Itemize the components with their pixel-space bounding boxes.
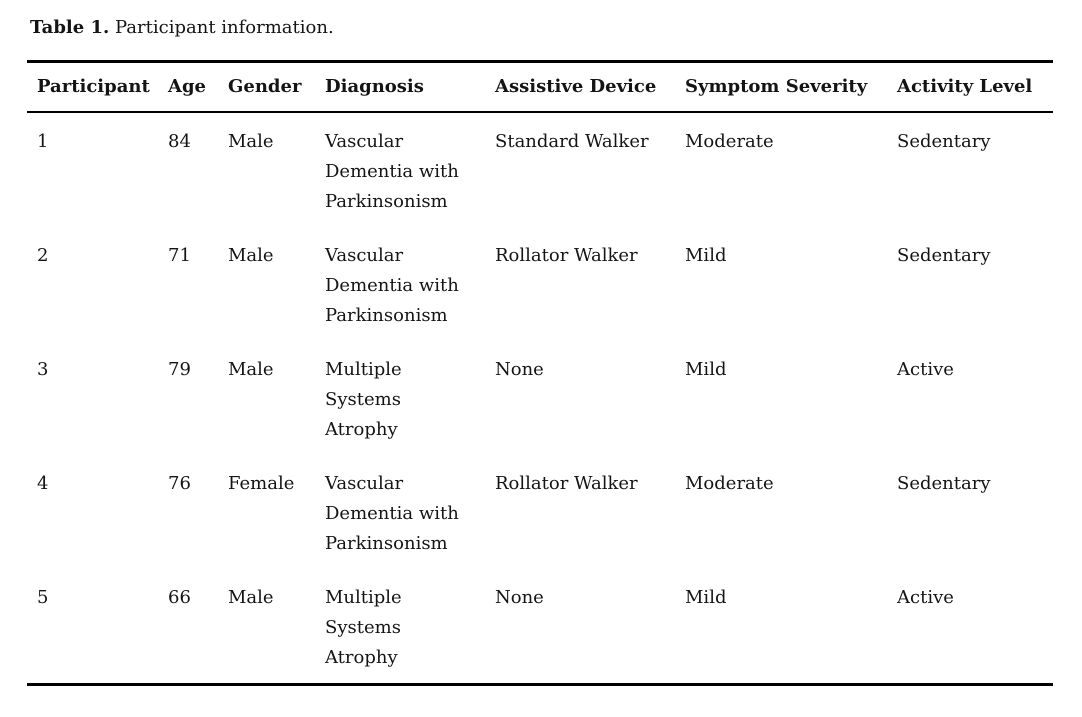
column-header-diagnosis: Diagnosis: [325, 61, 495, 113]
cell-symptom-severity: Moderate: [685, 131, 774, 152]
cell-age: 84: [168, 131, 191, 152]
cell-activity-level: Active: [897, 587, 954, 608]
cell-diagnosis: Vascular Dementia with Parkinsonism: [325, 473, 459, 554]
cell-diagnosis: Vascular Dementia with Parkinsonism: [325, 245, 459, 326]
cell-activity-level: Sedentary: [897, 131, 991, 152]
cell-participant: 5: [37, 587, 49, 608]
cell-gender: Male: [228, 245, 274, 266]
header-row: Participant Age Gender Diagnosis Assisti…: [27, 61, 1053, 113]
cell-symptom-severity: Mild: [685, 359, 727, 380]
column-header-age: Age: [168, 61, 228, 113]
cell-diagnosis: Multiple Systems Atrophy: [325, 587, 402, 668]
table-row: 1 84 Male Vascular Dementia with Parkins…: [27, 112, 1053, 227]
table-row: 4 76 Female Vascular Dementia with Parki…: [27, 455, 1053, 569]
cell-diagnosis: Vascular Dementia with Parkinsonism: [325, 131, 459, 212]
cell-diagnosis: Multiple Systems Atrophy: [325, 359, 402, 440]
participant-table: Participant Age Gender Diagnosis Assisti…: [27, 60, 1053, 686]
cell-activity-level: Sedentary: [897, 245, 991, 266]
cell-symptom-severity: Moderate: [685, 473, 774, 494]
cell-symptom-severity: Mild: [685, 245, 727, 266]
cell-activity-level: Sedentary: [897, 473, 991, 494]
table-row: 2 71 Male Vascular Dementia with Parkins…: [27, 227, 1053, 341]
column-header-assistive-device: Assistive Device: [495, 61, 685, 113]
column-header-symptom-severity: Symptom Severity: [685, 61, 897, 113]
cell-gender: Male: [228, 359, 274, 380]
cell-participant: 3: [37, 359, 49, 380]
cell-age: 76: [168, 473, 191, 494]
cell-participant: 4: [37, 473, 49, 494]
cell-participant: 2: [37, 245, 49, 266]
cell-gender: Male: [228, 131, 274, 152]
cell-gender: Female: [228, 473, 295, 494]
column-header-gender: Gender: [228, 61, 325, 113]
cell-assistive-device: Rollator Walker: [495, 473, 638, 494]
cell-assistive-device: Standard Walker: [495, 131, 649, 152]
cell-assistive-device: None: [495, 359, 544, 380]
column-header-participant: Participant: [27, 61, 168, 113]
cell-symptom-severity: Mild: [685, 587, 727, 608]
table-caption-label: Table 1.: [30, 17, 110, 38]
table-row: 3 79 Male Multiple Systems Atrophy None …: [27, 341, 1053, 455]
table-caption: Table 1. Participant information.: [30, 16, 1082, 40]
table-caption-text: Participant information.: [109, 17, 334, 38]
cell-age: 79: [168, 359, 191, 380]
cell-assistive-device: Rollator Walker: [495, 245, 638, 266]
cell-age: 71: [168, 245, 191, 266]
cell-participant: 1: [37, 131, 49, 152]
cell-assistive-device: None: [495, 587, 544, 608]
cell-activity-level: Active: [897, 359, 954, 380]
column-header-activity-level: Activity Level: [897, 61, 1053, 113]
cell-age: 66: [168, 587, 191, 608]
table-row: 5 66 Male Multiple Systems Atrophy None …: [27, 569, 1053, 685]
cell-gender: Male: [228, 587, 274, 608]
